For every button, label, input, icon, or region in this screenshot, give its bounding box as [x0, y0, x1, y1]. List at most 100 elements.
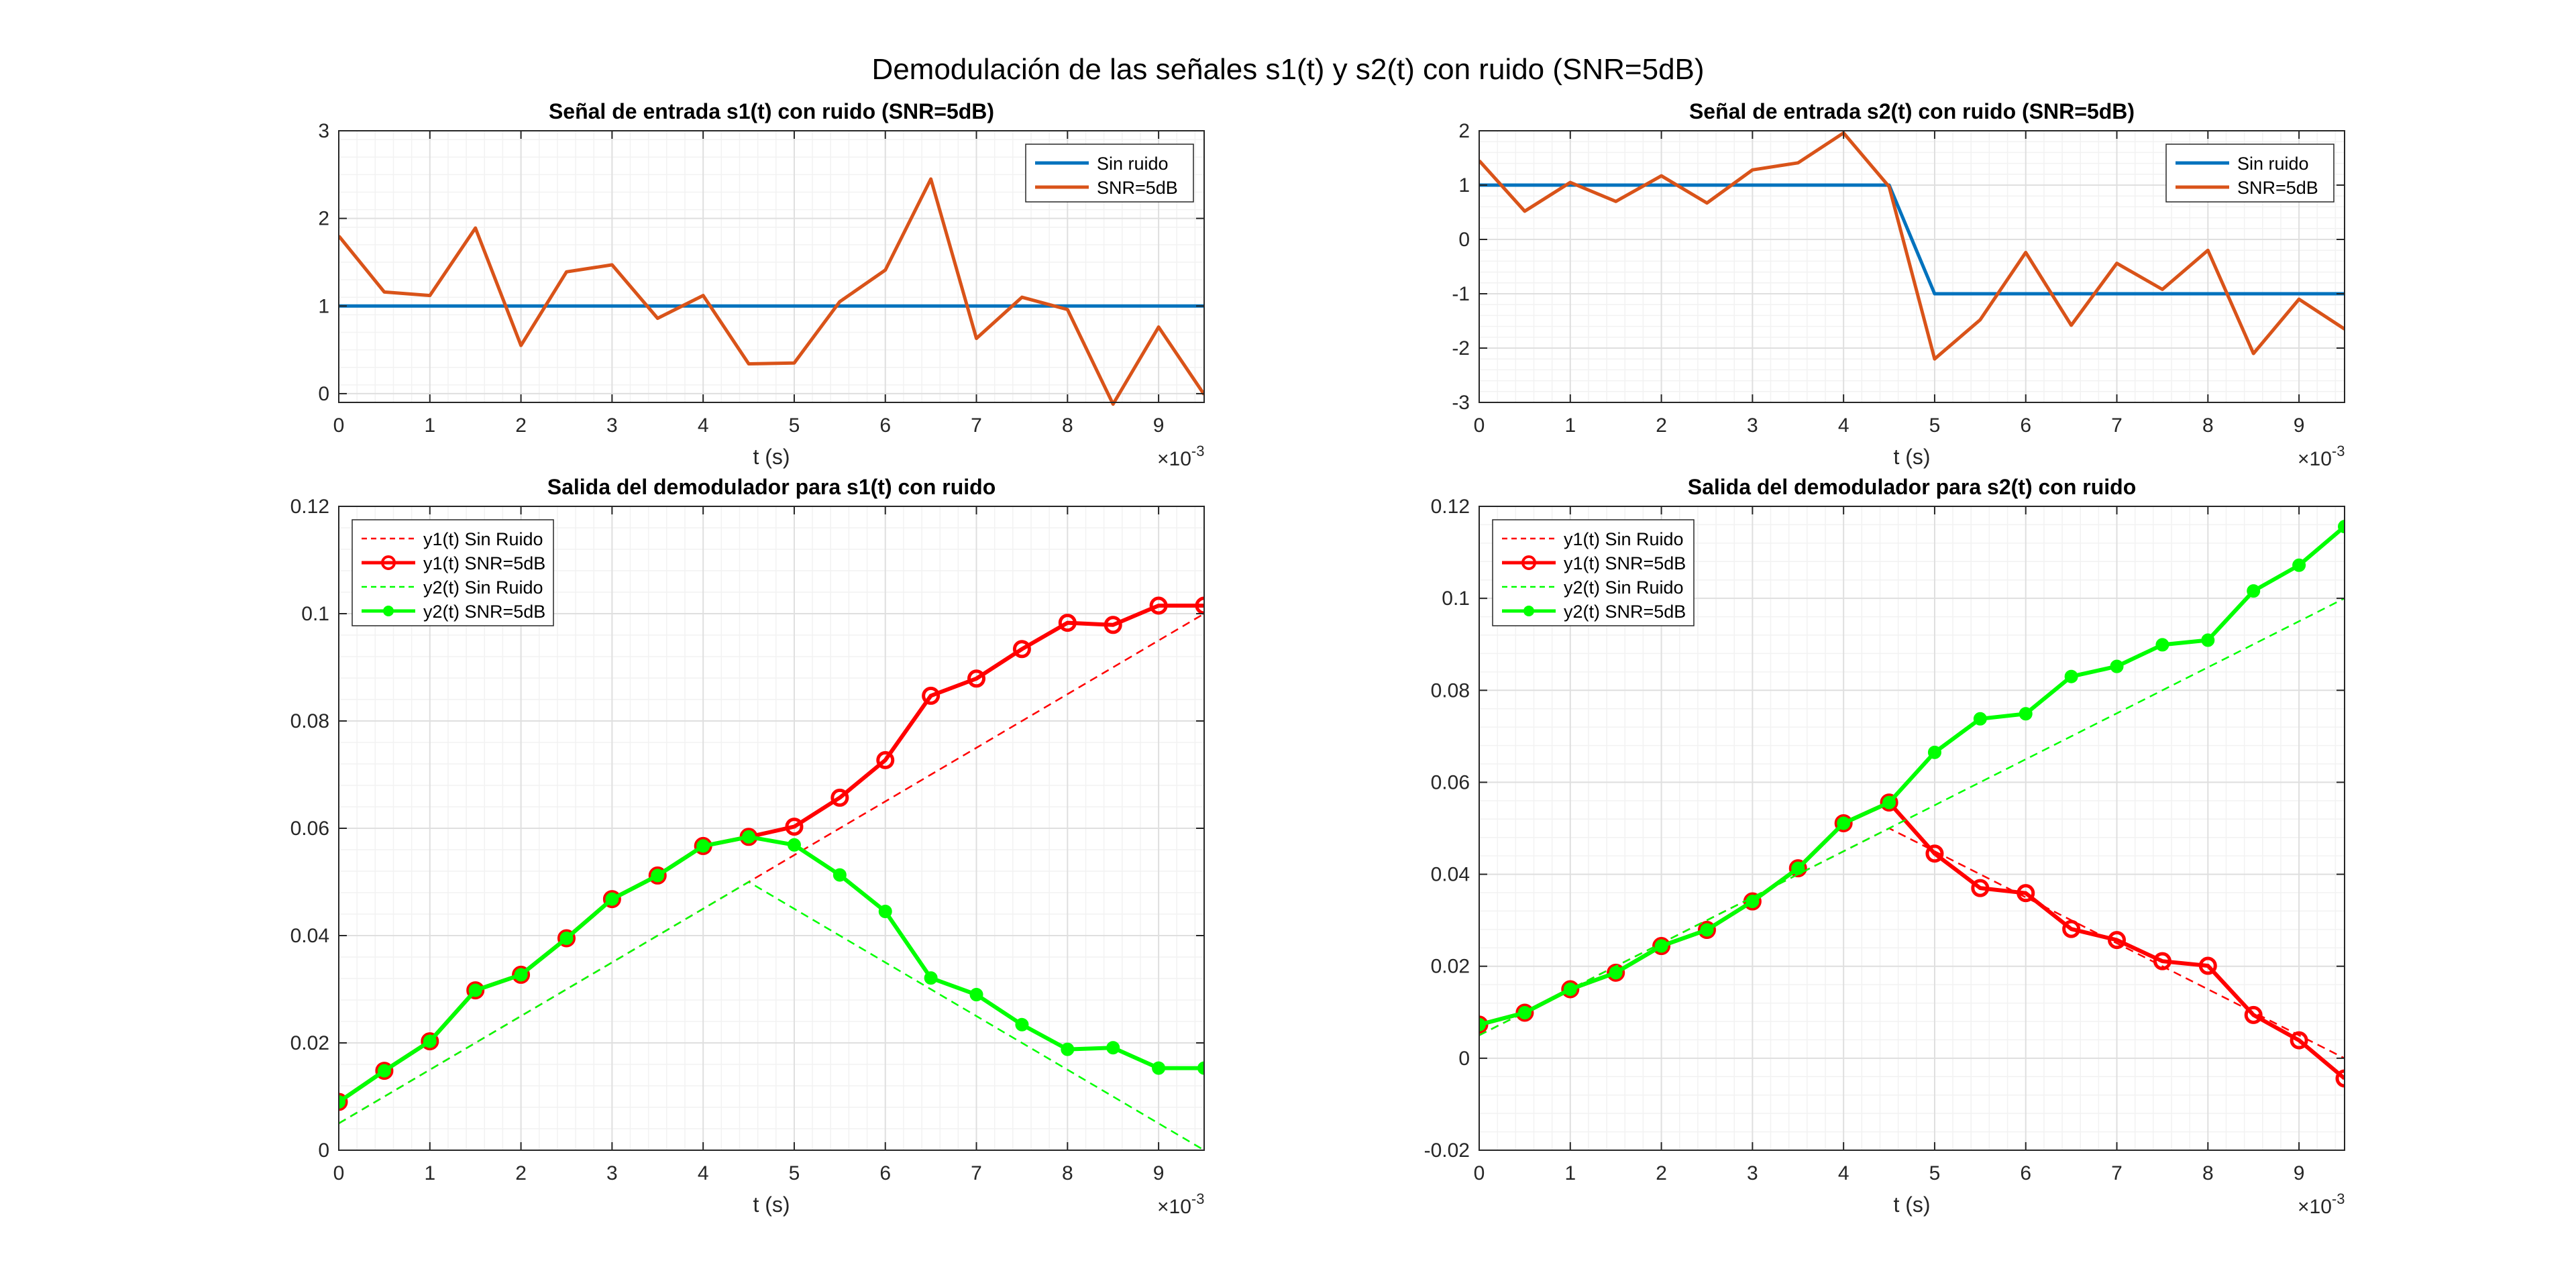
legend-entry: SNR=5dB — [2176, 178, 2318, 198]
x-axis-label: t (s) — [1893, 445, 1930, 469]
y-tick-label: 0.06 — [1431, 771, 1470, 793]
legend-label: y1(t) SNR=5dB — [1564, 553, 1686, 573]
data-point — [876, 750, 895, 769]
data-point — [2017, 884, 2035, 903]
y-tick-label: 0.1 — [301, 603, 329, 625]
x-tick-label: 4 — [698, 414, 709, 437]
legend-entry: y1(t) SNR=5dB — [362, 553, 545, 573]
data-point — [2335, 1069, 2345, 1088]
data-point — [1152, 1061, 1166, 1075]
data-point — [1654, 939, 1668, 953]
legend-label: y2(t) Sin Ruido — [423, 577, 543, 598]
x-axis-label: t (s) — [753, 1192, 790, 1217]
legend-label: SNR=5dB — [2237, 178, 2318, 198]
data-point — [423, 1034, 437, 1048]
series-line — [1479, 597, 2345, 1036]
x-tick-label: 3 — [1747, 1162, 1758, 1184]
x-tick-label: 8 — [1062, 1162, 1073, 1184]
x-exponent-power: -3 — [2332, 1190, 2345, 1207]
data-point — [924, 971, 938, 985]
x-tick-label: 5 — [789, 1162, 800, 1184]
legend-label: Sin ruido — [2237, 154, 2309, 174]
series-sin-ruido — [1479, 183, 2345, 296]
data-point — [466, 981, 485, 1000]
y-tick-label: -3 — [1452, 392, 1470, 414]
legend-label: y2(t) SNR=5dB — [1564, 602, 1686, 622]
data-point — [1882, 795, 1896, 810]
y-tick-label: 2 — [1458, 120, 1470, 142]
data-point — [785, 818, 804, 836]
series-y2-t-sin-ruido — [339, 881, 1204, 1152]
series-snr-5db — [1479, 131, 2345, 361]
data-point — [339, 1093, 348, 1111]
x-tick-label: 1 — [1564, 1162, 1576, 1184]
data-point — [787, 838, 801, 852]
data-point — [1197, 1061, 1204, 1075]
y-tick-label: 0 — [1458, 229, 1470, 251]
legend-label: y1(t) SNR=5dB — [423, 553, 545, 573]
x-tick-label: 4 — [698, 1162, 709, 1184]
legend-marker — [1523, 606, 1534, 616]
y-tick-label: 3 — [318, 120, 329, 142]
data-point — [605, 892, 619, 906]
y-tick-label: 0 — [318, 1139, 329, 1162]
data-point — [2155, 638, 2169, 652]
x-tick-label: 7 — [971, 1162, 982, 1184]
subplot-s2: 0 1 2 3 4 5 6 7 8 9 -3 -2 -1 0 1 2 Señal de entrada s2(t… — [1452, 99, 2345, 470]
legend-marker — [381, 555, 396, 570]
data-point — [1971, 879, 1990, 897]
data-point — [696, 839, 710, 853]
figure-suptitle: Demodulación de las señales s1(t) y s2(t… — [871, 53, 1704, 86]
legend-entry: y1(t) Sin Ruido — [362, 529, 543, 549]
axes-box — [1479, 130, 2345, 403]
data-point — [557, 929, 576, 948]
tick-group: 0 1 2 3 4 5 6 7 8 9 0 0.02 0.04 0.06 0.08 0.1 0.12 — [290, 496, 1204, 1184]
series-line — [1479, 183, 2345, 296]
legend: y1(t) Sin Ruido y1(t) SNR=5dB y2(t) Sin Ru… — [1492, 519, 1695, 626]
y-tick-label: 0.02 — [290, 1032, 329, 1054]
data-point — [2290, 1031, 2308, 1050]
x-tick-label: 2 — [1656, 414, 1667, 437]
data-point — [2198, 956, 2217, 975]
x-exponent-label: ×10-3 — [1157, 443, 1204, 470]
data-point — [2247, 584, 2261, 598]
data-point — [1517, 1005, 1532, 1019]
subplots-group: 0 1 2 3 4 5 6 7 8 9 0 1 2 3 Señal de entrada s1(t) con… — [290, 99, 2345, 1218]
x-tick-label: 0 — [333, 1162, 345, 1184]
x-exponent-power: -3 — [1191, 1190, 1205, 1207]
x-axis-label: t (s) — [1893, 1192, 1930, 1217]
data-point — [1880, 793, 1898, 812]
data-point — [468, 983, 482, 997]
x-tick-label: 4 — [1838, 414, 1849, 437]
x-tick-label: 5 — [789, 414, 800, 437]
legend-marker — [383, 606, 394, 616]
y-tick-label: 0.06 — [290, 818, 329, 840]
x-tick-label: 1 — [1564, 414, 1576, 437]
tick-group: 0 1 2 3 4 5 6 7 8 9 0 1 2 3 — [318, 120, 1204, 437]
legend-entry: y2(t) Sin Ruido — [362, 577, 543, 598]
data-point — [1925, 844, 1944, 863]
legend-entry: y1(t) Sin Ruido — [1502, 529, 1684, 549]
y-tick-label: 0.08 — [290, 710, 329, 732]
series-y2-t-snr-5db — [339, 830, 1204, 1109]
data-point — [514, 968, 528, 982]
y-tick-label: 0.12 — [290, 496, 329, 518]
x-tick-label: 5 — [1929, 1162, 1941, 1184]
data-point — [1561, 980, 1580, 999]
x-exponent-base: ×10 — [1157, 448, 1191, 470]
y-tick-label: 0.04 — [1431, 864, 1470, 886]
y-tick-label: -0.02 — [1424, 1139, 1470, 1162]
legend-label: SNR=5dB — [1097, 178, 1178, 198]
y-tick-label: 0.02 — [1431, 956, 1470, 978]
data-point — [2292, 558, 2306, 572]
x-tick-label: 2 — [515, 1162, 527, 1184]
legend-label: y1(t) Sin Ruido — [423, 529, 543, 549]
series-group — [1479, 131, 2345, 361]
series-line — [339, 177, 1204, 406]
data-point — [1700, 923, 1714, 937]
axes-box — [338, 130, 1205, 403]
data-point — [1834, 814, 1853, 832]
data-point — [830, 788, 849, 807]
subplot-d1: 0 1 2 3 4 5 6 7 8 9 0 0.02 0.04 0.06 0.08 0.1 0.12 Salida… — [290, 475, 1205, 1218]
series-line — [339, 881, 1204, 1152]
